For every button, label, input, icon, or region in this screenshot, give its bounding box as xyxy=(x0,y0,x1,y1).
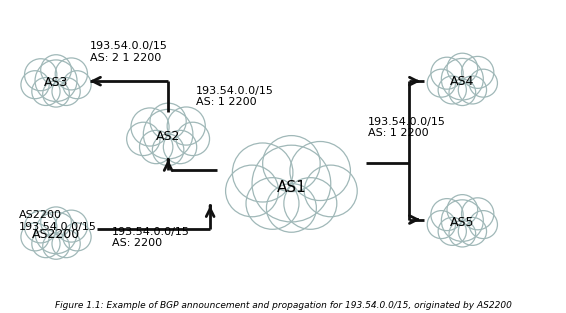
Ellipse shape xyxy=(150,103,186,139)
Ellipse shape xyxy=(458,76,487,104)
Ellipse shape xyxy=(52,230,80,258)
Ellipse shape xyxy=(263,136,320,192)
Ellipse shape xyxy=(458,218,487,245)
Ellipse shape xyxy=(63,71,91,99)
Ellipse shape xyxy=(167,107,205,145)
Text: 193.54.0.0/15
AS: 1 2200: 193.54.0.0/15 AS: 1 2200 xyxy=(196,86,274,107)
Ellipse shape xyxy=(42,81,70,107)
Ellipse shape xyxy=(449,79,475,105)
Text: AS2200
193.54.0.0/15: AS2200 193.54.0.0/15 xyxy=(19,210,96,232)
Ellipse shape xyxy=(21,71,49,99)
Ellipse shape xyxy=(152,134,184,166)
Ellipse shape xyxy=(55,58,88,90)
Ellipse shape xyxy=(427,69,456,97)
Ellipse shape xyxy=(41,55,71,85)
Ellipse shape xyxy=(233,143,293,202)
Ellipse shape xyxy=(131,108,169,146)
Ellipse shape xyxy=(32,78,60,105)
Ellipse shape xyxy=(252,145,331,222)
Ellipse shape xyxy=(164,130,197,164)
Ellipse shape xyxy=(438,218,466,245)
Ellipse shape xyxy=(246,178,299,229)
Text: AS3: AS3 xyxy=(44,76,68,89)
Ellipse shape xyxy=(176,122,209,156)
Ellipse shape xyxy=(63,223,91,251)
Ellipse shape xyxy=(469,69,498,97)
Ellipse shape xyxy=(447,195,478,225)
Text: AS2: AS2 xyxy=(156,130,181,143)
Ellipse shape xyxy=(35,60,77,101)
Ellipse shape xyxy=(290,141,350,201)
Ellipse shape xyxy=(449,221,475,247)
Ellipse shape xyxy=(469,211,498,239)
Ellipse shape xyxy=(52,78,80,105)
Text: 193.54.0.0/15
AS: 2200: 193.54.0.0/15 AS: 2200 xyxy=(112,227,190,248)
Text: AS2200: AS2200 xyxy=(32,228,80,241)
Ellipse shape xyxy=(143,109,193,159)
Ellipse shape xyxy=(24,59,57,91)
Ellipse shape xyxy=(461,56,494,88)
Ellipse shape xyxy=(226,165,278,217)
Text: AS5: AS5 xyxy=(450,216,475,229)
Ellipse shape xyxy=(427,211,456,239)
Ellipse shape xyxy=(431,57,463,89)
Ellipse shape xyxy=(461,198,494,230)
Ellipse shape xyxy=(41,207,71,237)
Ellipse shape xyxy=(55,210,88,242)
Ellipse shape xyxy=(21,223,49,251)
Ellipse shape xyxy=(447,53,478,84)
Ellipse shape xyxy=(140,130,173,164)
Text: 193.54.0.0/15
AS: 2 1 2200: 193.54.0.0/15 AS: 2 1 2200 xyxy=(89,41,168,63)
Ellipse shape xyxy=(24,211,57,243)
Ellipse shape xyxy=(284,178,337,229)
Ellipse shape xyxy=(441,59,483,100)
Ellipse shape xyxy=(438,76,466,104)
Ellipse shape xyxy=(35,212,77,254)
Ellipse shape xyxy=(127,122,160,156)
Ellipse shape xyxy=(305,165,357,217)
Text: AS1: AS1 xyxy=(277,180,306,195)
Text: 193.54.0.0/15
AS: 1 2200: 193.54.0.0/15 AS: 1 2200 xyxy=(368,116,446,138)
Text: AS4: AS4 xyxy=(450,75,474,88)
Ellipse shape xyxy=(441,200,483,241)
Ellipse shape xyxy=(32,230,60,258)
Ellipse shape xyxy=(42,233,70,259)
Ellipse shape xyxy=(267,183,316,232)
Text: Figure 1.1: Example of BGP announcement and propagation for 193.54.0.0/15, origi: Figure 1.1: Example of BGP announcement … xyxy=(54,301,512,310)
Ellipse shape xyxy=(431,199,463,231)
